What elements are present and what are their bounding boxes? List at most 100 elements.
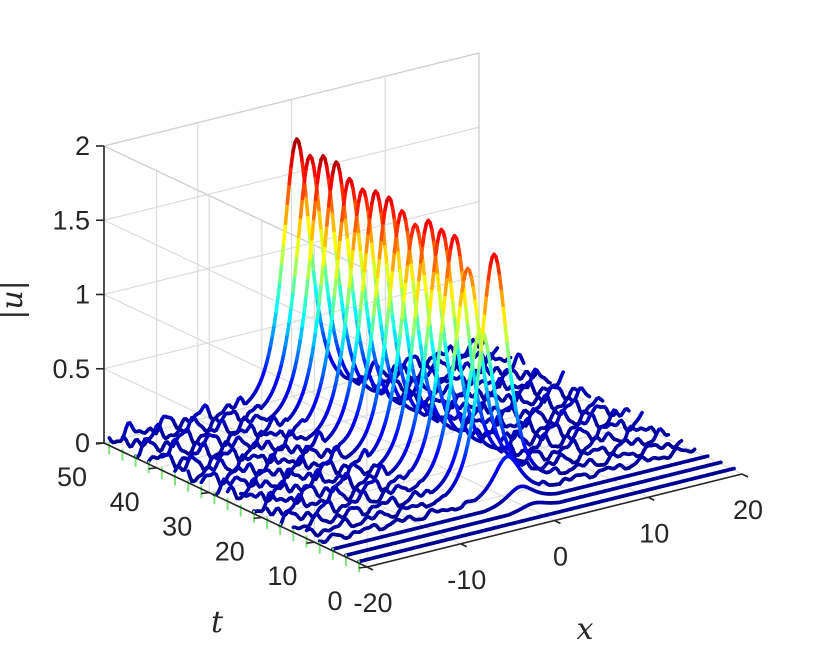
surface-segment (409, 333, 416, 354)
surface-segment (340, 300, 346, 318)
surface-segment (407, 234, 414, 251)
surface-segment (512, 400, 519, 416)
surface-segment (317, 210, 323, 233)
surface-segment (403, 378, 410, 395)
surface-segment (424, 292, 431, 313)
surface-segment (293, 254, 299, 277)
surface-segment (306, 256, 312, 280)
surface-segment (281, 221, 288, 246)
surface-segment (598, 397, 605, 403)
surface-segment (298, 148, 305, 165)
t-tick-mark (201, 491, 210, 495)
surface-segment (375, 294, 382, 315)
surface-segment (638, 410, 644, 418)
t-tick-mark (306, 541, 315, 544)
surface-segment (353, 338, 359, 356)
surface-segment (417, 259, 423, 282)
surface-segment (371, 260, 378, 282)
surface-segment (315, 166, 322, 185)
surface-layer (107, 137, 736, 573)
surface-segment (572, 386, 579, 392)
surface-segment (340, 334, 346, 352)
surface-segment (336, 237, 342, 261)
surface-segment (479, 329, 485, 352)
surface-segment (664, 432, 671, 438)
surface-segment (385, 263, 391, 286)
surface-segment (484, 277, 491, 297)
surface-segment (343, 302, 350, 323)
surface-segment (308, 237, 314, 261)
surface-segment (381, 207, 387, 225)
surface-segment (422, 341, 429, 362)
surface-segment (315, 192, 322, 215)
box-edge (103, 52, 480, 147)
surface-segment (341, 189, 348, 206)
surface-segment (392, 329, 399, 346)
surface-segment (362, 286, 369, 306)
surface-segment (495, 262, 502, 279)
surface-segment (296, 215, 303, 239)
surface-segment (328, 172, 335, 191)
surface-segment (302, 166, 308, 184)
surface-segment (373, 275, 380, 298)
surface-trace (344, 460, 723, 567)
surface-segment (456, 243, 462, 260)
surface-segment (324, 281, 331, 300)
surface-segment (435, 273, 442, 295)
grid-line (103, 349, 480, 444)
surface-trace (331, 454, 710, 560)
surface-segment (505, 341, 511, 363)
surface-segment (300, 309, 307, 328)
surface-segment (341, 318, 348, 338)
surface-segment (289, 150, 295, 168)
surface-segment (315, 299, 322, 320)
z-tick-label: 2 (75, 131, 90, 161)
surface-segment (362, 249, 369, 273)
surface-segment (456, 349, 462, 367)
surface-segment (475, 314, 481, 334)
surface-segment (424, 323, 431, 345)
surface-segment (330, 212, 337, 236)
surface-segment (403, 262, 410, 284)
surface-trace (304, 252, 684, 548)
surface-segment (458, 255, 464, 275)
surface-segment (402, 279, 408, 302)
surface-trace (238, 218, 618, 517)
surface-segment (317, 282, 324, 304)
surface-segment (274, 295, 280, 314)
surface-segment (285, 181, 292, 205)
surface-segment (387, 286, 393, 309)
surface-segment (430, 392, 436, 408)
surface-segment (310, 342, 316, 358)
surface-segment (400, 297, 406, 320)
surface-segment (334, 256, 340, 280)
surface-segment (349, 246, 355, 270)
x-tick-mark (366, 566, 374, 571)
surface-segment (509, 374, 515, 392)
surface-segment (411, 315, 417, 338)
surface-segment (417, 232, 423, 248)
surface-segment (351, 291, 357, 310)
surface-segment (351, 187, 357, 204)
surface-segment (462, 403, 468, 419)
surface-segment (409, 263, 416, 285)
surface-segment (690, 447, 697, 453)
surface-segment (304, 275, 310, 297)
surface-segment (432, 252, 438, 273)
surface-segment (289, 289, 295, 310)
surface-segment (319, 263, 325, 286)
surface-segment (398, 315, 404, 337)
surface-segment (358, 288, 365, 310)
surface-segment (411, 280, 417, 303)
surface-segment (362, 370, 369, 386)
surface-segment (437, 329, 444, 352)
surface-segment (347, 265, 354, 289)
surface-segment (447, 245, 453, 263)
surface-segment (345, 284, 352, 307)
surface-segment (439, 311, 446, 334)
x-tick-label: 0 (553, 542, 568, 572)
surface-segment (368, 201, 374, 219)
t-tick-mark (358, 566, 368, 569)
x-tick-mark (647, 496, 655, 501)
surface-segment (366, 316, 372, 334)
